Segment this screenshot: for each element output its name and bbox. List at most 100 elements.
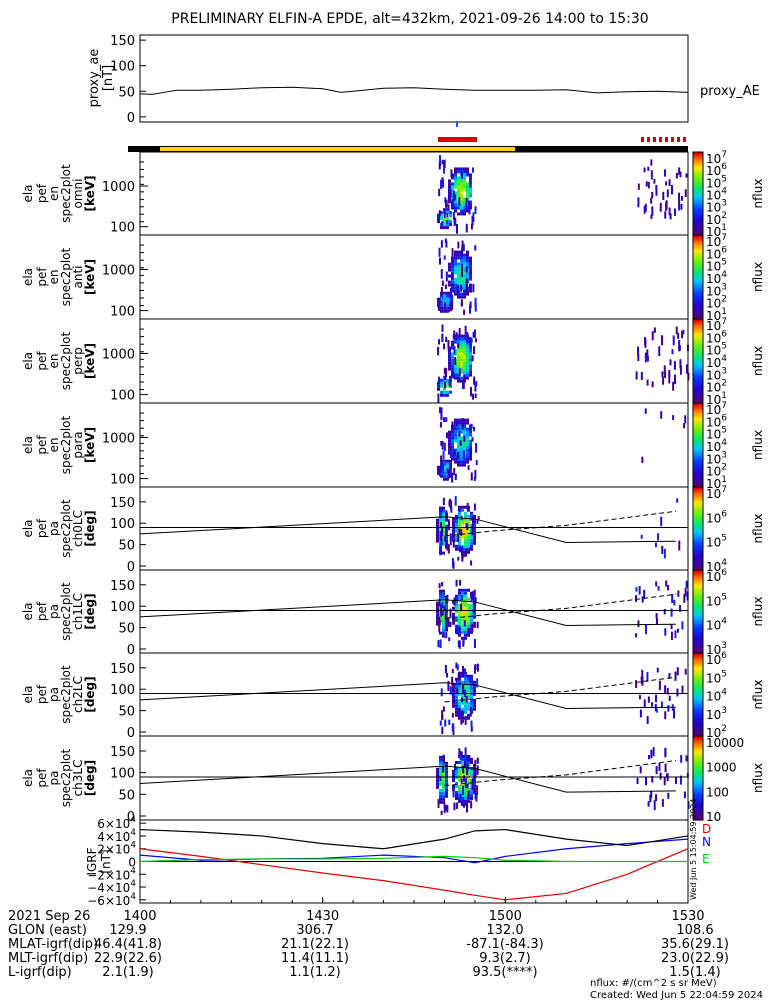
- heat-cell: [440, 381, 443, 385]
- zone-bar-red-dash: [665, 137, 668, 142]
- heat-streak: [472, 590, 475, 600]
- heat-cell: [452, 606, 455, 610]
- panel-anti-heatmap: [437, 238, 477, 315]
- heat-cell: [464, 799, 467, 803]
- panel-ch2LC-ytick-label: 0: [127, 726, 135, 741]
- panel-omni-colorbar-cell: [693, 214, 703, 217]
- heat-streak: [639, 709, 642, 718]
- panel-ch0LC-colorbar-cell: [693, 528, 703, 532]
- panel-ch2LC-ylabel: ch2LC: [71, 676, 85, 713]
- heat-cell: [464, 541, 467, 545]
- heat-cell: [473, 769, 476, 773]
- heat-cell: [473, 529, 476, 533]
- heat-cell: [451, 259, 454, 263]
- heat-streak: [463, 436, 466, 442]
- heat-streak: [451, 712, 454, 718]
- panel-ch0LC-colorbar-cell: [693, 509, 703, 513]
- panel-omni-ytick-label: 1000: [102, 180, 135, 195]
- panel-para-colorbar-cell: [693, 428, 703, 431]
- heat-cell: [466, 427, 469, 431]
- heat-streak: [469, 304, 472, 314]
- heat-cell: [463, 289, 466, 293]
- heat-cell: [455, 514, 458, 518]
- panel-perp-colorbar-cell: [693, 340, 703, 343]
- panel-omni-colorbar-cell: [693, 199, 703, 203]
- heat-streak: [643, 167, 646, 173]
- heat-cell: [454, 364, 457, 368]
- heat-streak: [462, 797, 465, 802]
- heat-streak: [459, 579, 462, 586]
- heat-cell: [460, 343, 463, 347]
- heat-streak: [670, 631, 673, 640]
- heat-streak: [456, 688, 459, 695]
- panel-ch2LC-colorbar-cell: [693, 711, 703, 714]
- heat-cell: [469, 176, 472, 180]
- panel-omni-colorbar-cell: [693, 156, 703, 159]
- heat-cell: [452, 683, 455, 687]
- panel-ch1LC-colorbar-cell: [693, 576, 703, 579]
- heat-streak: [440, 455, 443, 463]
- heat-streak: [443, 605, 446, 611]
- panel-ch1LC-colorbar-cell: [693, 619, 703, 623]
- heat-cell: [467, 606, 470, 610]
- panel-omni-colorbar-cell: [693, 160, 703, 163]
- heat-streak: [464, 167, 467, 173]
- heat-cell: [440, 393, 443, 397]
- heat-cell: [455, 538, 458, 542]
- panel-ch0LC-ytick-label: 150: [110, 496, 135, 511]
- heat-cell: [455, 710, 458, 714]
- heat-cell: [442, 794, 445, 798]
- heat-cell: [445, 791, 448, 795]
- heat-streak: [448, 521, 451, 531]
- panel-ch1LC-colorbar-cell: [693, 609, 703, 613]
- heat-cell: [448, 436, 451, 440]
- heat-cell: [469, 349, 472, 353]
- heat-streak: [681, 685, 684, 693]
- heat-streak: [472, 167, 475, 173]
- panel-para-colorbar-title: nflux: [751, 430, 765, 460]
- heat-cell: [440, 390, 443, 394]
- heat-cell: [446, 390, 449, 394]
- igrf-legend-E: E: [702, 852, 710, 866]
- heat-cell: [458, 615, 461, 619]
- panel-ch3LC-colorbar-cell: [693, 740, 703, 743]
- heat-cell: [463, 460, 466, 464]
- heat-cell: [466, 203, 469, 207]
- heat-streak: [457, 533, 460, 543]
- heat-cell: [457, 370, 460, 374]
- heat-cell: [464, 529, 467, 533]
- heat-cell: [455, 784, 458, 788]
- panel-anti-ylabel: en: [47, 270, 61, 285]
- heat-streak: [444, 238, 447, 243]
- heat-streak: [674, 374, 677, 384]
- heat-cell: [461, 799, 464, 803]
- heat-streak: [472, 596, 475, 605]
- panel-ch3LC-colorbar-cell: [693, 744, 703, 748]
- heat-streak: [475, 443, 478, 453]
- heat-streak: [468, 677, 471, 684]
- heat-cell: [455, 615, 458, 619]
- heat-cell: [470, 541, 473, 545]
- panel-para-heatmap: [437, 407, 687, 483]
- heat-cell: [466, 185, 469, 189]
- heat-cell: [454, 206, 457, 210]
- heat-cell: [454, 427, 457, 431]
- heat-cell: [460, 280, 463, 284]
- heat-streak: [451, 558, 454, 568]
- panel-ch0LC-ylabel: ch0LC: [71, 510, 85, 547]
- heat-cell: [451, 197, 454, 201]
- heat-cell: [460, 292, 463, 296]
- heat-streak: [462, 775, 465, 782]
- heat-cell: [466, 442, 469, 446]
- panel-anti-ylabel: pef: [35, 267, 49, 287]
- panel-ch1LC-ylabel: [deg]: [83, 593, 97, 629]
- heat-streak: [476, 678, 479, 688]
- heat-cell: [464, 790, 467, 794]
- panel-para-colorbar-cell: [693, 445, 703, 448]
- panel-ch3LC-colorbar-cell: [693, 748, 703, 752]
- heat-streak: [656, 618, 659, 625]
- heat-cell: [463, 179, 466, 183]
- panel-ch3LC-colorbar-cell: [693, 738, 703, 741]
- heat-streak: [677, 590, 680, 597]
- heat-cell: [463, 361, 466, 365]
